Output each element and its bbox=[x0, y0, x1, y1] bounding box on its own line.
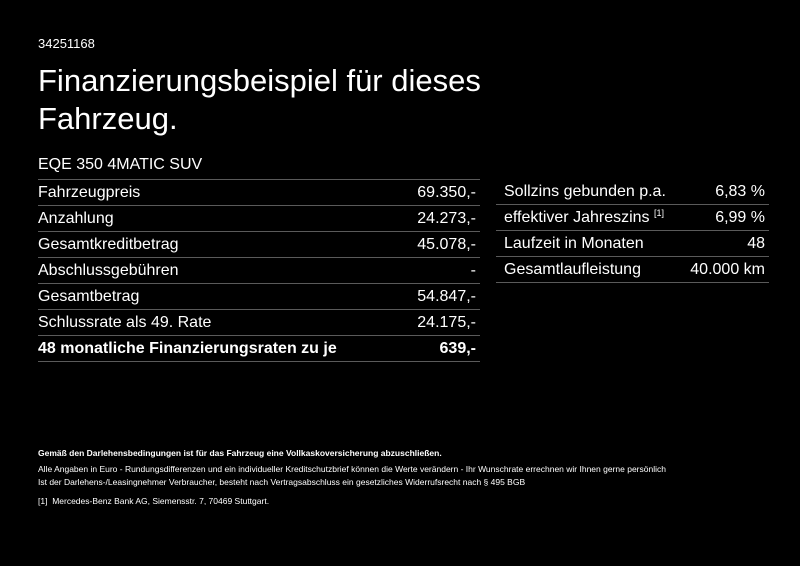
row-value: 6,83 % bbox=[715, 182, 765, 200]
row-value: 639,- bbox=[439, 339, 476, 357]
row-label: Fahrzeugpreis bbox=[38, 184, 140, 202]
note-line: Ist der Darlehens-/Leasingnehmer Verbrau… bbox=[38, 477, 526, 487]
row-label-text: Abschlussgebühren bbox=[38, 261, 179, 279]
row-label-text: Anzahlung bbox=[38, 209, 114, 227]
row-label: Gesamtbetrag bbox=[38, 288, 139, 306]
table-row: Gesamtkreditbetrag 45.078,- bbox=[38, 232, 480, 258]
row-label-text: effektiver Jahreszins bbox=[504, 209, 650, 226]
row-label-text: Gesamtlaufleistung bbox=[504, 260, 641, 278]
row-value: 69.350,- bbox=[417, 183, 476, 201]
row-label: 48 monatliche Finanzierungsraten zu je bbox=[38, 340, 337, 358]
row-label-text: Gesamtkreditbetrag bbox=[38, 235, 179, 253]
row-value: 24.175,- bbox=[417, 313, 476, 331]
row-label: Gesamtkreditbetrag bbox=[38, 236, 179, 254]
footnote-text: Mercedes-Benz Bank AG, Siemensstr. 7, 70… bbox=[52, 495, 270, 506]
table-row: 48 monatliche Finanzierungsraten zu je 63… bbox=[38, 336, 480, 362]
insurance-note: Gemäß den Darlehensbedingungen ist für d… bbox=[38, 448, 442, 458]
row-value: 6,99 % bbox=[715, 208, 765, 226]
row-label: effektiver Jahreszins [1] bbox=[504, 208, 664, 227]
row-label: Sollzins gebunden p.a. bbox=[504, 183, 666, 201]
row-value: 48 bbox=[747, 234, 765, 252]
table-row: Gesamtlaufleistung 40.000 km bbox=[496, 257, 769, 283]
table-row: Abschlussgebühren - bbox=[38, 258, 480, 284]
row-label: Anzahlung bbox=[38, 210, 114, 228]
legal-notes: Gemäß den Darlehensbedingungen ist für d… bbox=[38, 447, 768, 508]
conditions-table: Sollzins gebunden p.a. 6,83 % effektiver J… bbox=[496, 179, 769, 283]
footnote: [1] Mercedes-Benz Bank AG, Siemensstr. 7… bbox=[38, 495, 768, 509]
row-label-text: Schlussrate als 49. Rate bbox=[38, 313, 212, 331]
row-label-text: Laufzeit in Monaten bbox=[504, 234, 644, 252]
row-value: 45.078,- bbox=[417, 235, 476, 253]
table-row: Gesamtbetrag 54.847,- bbox=[38, 284, 480, 310]
financing-table: Fahrzeugpreis 69.350,- Anzahlung 24.273,- Ge… bbox=[38, 179, 480, 362]
footnote-ref: [1] bbox=[654, 208, 665, 218]
table-row: Sollzins gebunden p.a. 6,83 % bbox=[496, 179, 769, 205]
table-row: effektiver Jahreszins [1] 6,99 % bbox=[496, 205, 769, 231]
page-title: Finanzierungsbeispiel für dieses Fahrzeu… bbox=[38, 63, 481, 136]
row-label-text: Sollzins gebunden p.a. bbox=[504, 182, 666, 200]
footnote-mark: [1] bbox=[38, 495, 48, 506]
vehicle-model: EQE 350 4MATIC SUV bbox=[38, 156, 203, 173]
row-label: Abschlussgebühren bbox=[38, 262, 179, 280]
row-label: Laufzeit in Monaten bbox=[504, 235, 644, 253]
note-line: Alle Angaben in Euro - Rundungsdifferenz… bbox=[38, 463, 666, 474]
table-row: Schlussrate als 49. Rate 24.175,- bbox=[38, 310, 480, 336]
table-row: Fahrzeugpreis 69.350,- bbox=[38, 180, 480, 206]
row-label: Schlussrate als 49. Rate bbox=[38, 314, 211, 332]
row-value: 54.847,- bbox=[417, 287, 476, 305]
row-value: - bbox=[470, 261, 476, 279]
row-label-text: 48 monatliche Finanzierungsraten zu je bbox=[38, 339, 337, 357]
table-row: Anzahlung 24.273,- bbox=[38, 206, 480, 232]
document-id: 34251168 bbox=[38, 36, 95, 51]
row-value: 40.000 km bbox=[690, 260, 765, 278]
row-label: Gesamtlaufleistung bbox=[504, 261, 641, 279]
row-value: 24.273,- bbox=[417, 209, 476, 227]
table-row: Laufzeit in Monaten 48 bbox=[496, 231, 769, 257]
row-label-text: Fahrzeugpreis bbox=[38, 183, 141, 201]
row-label-text: Gesamtbetrag bbox=[38, 287, 140, 305]
